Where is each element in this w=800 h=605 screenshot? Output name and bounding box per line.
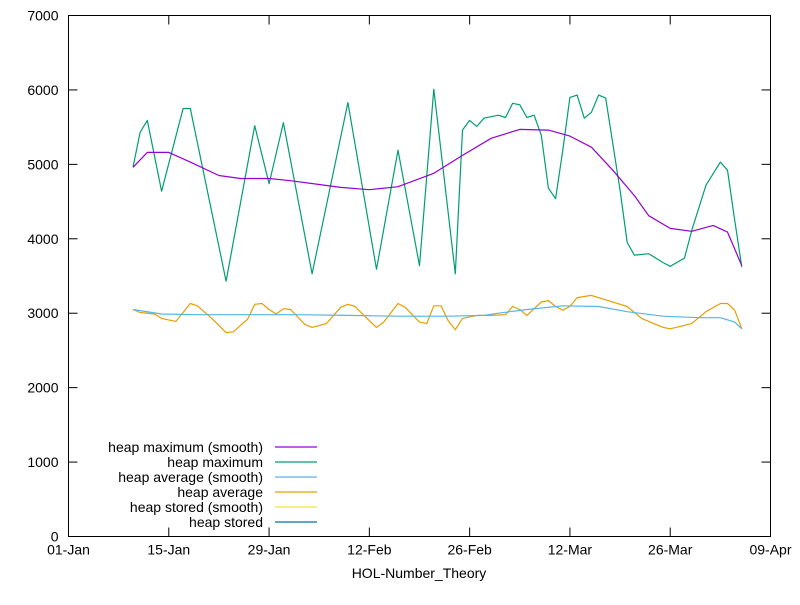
legend-label: heap maximum (smooth) <box>108 439 263 455</box>
y-tick-label: 1000 <box>27 454 58 470</box>
y-tick-label: 7000 <box>27 8 58 24</box>
series-line-heap-maximum <box>132 88 743 282</box>
y-tick-label: 5000 <box>27 156 58 172</box>
x-axis-ticks: 01-Jan 15-Jan 29-Jan 12-Feb 26-Feb 12-Mar 26-M… <box>47 15 792 558</box>
x-tick-label: 12-Feb <box>347 542 392 558</box>
y-tick-label: 2000 <box>27 380 58 396</box>
y-tick-label: 3000 <box>27 305 58 321</box>
legend-label: heap maximum <box>167 454 263 470</box>
series-group <box>132 88 743 334</box>
y-tick-label: 6000 <box>27 82 58 98</box>
series-line-heap-average-smooth <box>132 305 743 330</box>
y-axis-ticks: 0 1000 2000 3000 4000 5000 6000 7000 <box>27 8 771 545</box>
legend-label: heap stored <box>189 514 263 530</box>
x-axis-label: HOL-Number_Theory <box>352 565 487 581</box>
x-tick-label: 09-Apr <box>749 542 791 558</box>
x-tick-label: 12-Mar <box>548 542 593 558</box>
legend-label: heap average (smooth) <box>118 469 263 485</box>
x-tick-label: 01-Jan <box>47 542 90 558</box>
x-tick-label: 29-Jan <box>248 542 291 558</box>
legend-label: heap average <box>177 484 263 500</box>
legend-label: heap stored (smooth) <box>130 499 263 515</box>
x-tick-label: 26-Feb <box>447 542 492 558</box>
series-line-heap-maximum-smooth <box>132 128 743 266</box>
x-tick-label: 15-Jan <box>147 542 190 558</box>
y-tick-label: 4000 <box>27 231 58 247</box>
x-tick-label: 26-Mar <box>648 542 693 558</box>
plot-border <box>68 15 771 537</box>
y-tick-label: 0 <box>51 529 59 545</box>
series-line-heap-average <box>132 294 743 334</box>
